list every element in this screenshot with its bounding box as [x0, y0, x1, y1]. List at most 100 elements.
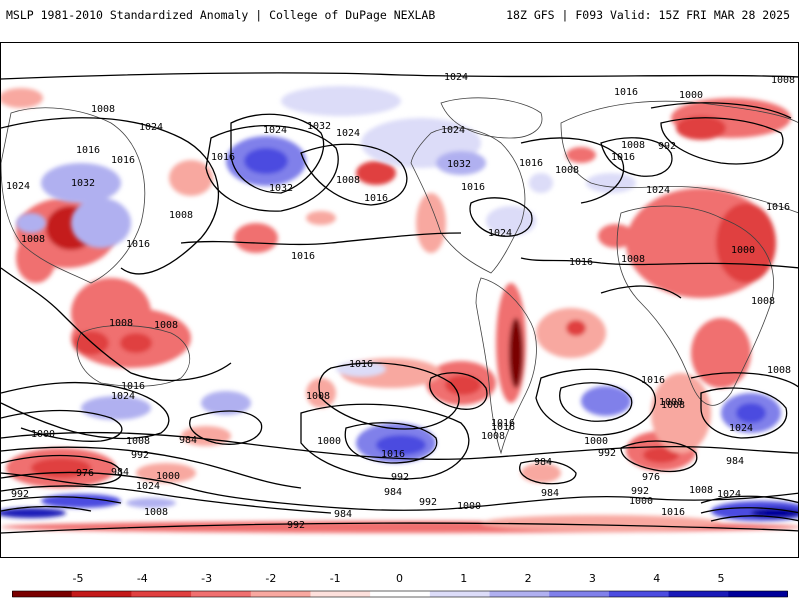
isobar-label: 992	[419, 497, 437, 508]
anomaly-map: 1024 1008 1008 1024 1016 1024 1032 1024 …	[0, 42, 799, 558]
isobar-label: 1000	[457, 501, 481, 512]
colorbar-tick-label: -3	[201, 572, 213, 585]
isobar-label: 1008	[21, 234, 45, 245]
isobar-label: 1016	[76, 145, 100, 156]
isobar-label: 992	[391, 472, 409, 483]
isobar-label: 1024	[136, 481, 160, 492]
isobar-label: 1024	[444, 72, 468, 83]
isobar-label: 1024	[488, 228, 512, 239]
colorbar-swatch	[250, 591, 311, 597]
colorbar-swatch	[370, 591, 431, 597]
isobar-label: 1024	[6, 181, 30, 192]
isobar-label: 1016	[614, 87, 638, 98]
isobar-label: 984	[384, 487, 402, 498]
colorbar-tick-label: -5	[72, 572, 84, 585]
colorbar-tick-label: 4	[653, 572, 661, 585]
isobar-label: 1008	[336, 175, 360, 186]
isobar-label: 1008	[91, 104, 115, 115]
colorbar-tick-label: -4	[136, 572, 148, 585]
colorbar-swatch	[131, 591, 192, 597]
colorbar-outline	[12, 590, 788, 598]
colorbar-tick-label: -2	[265, 572, 277, 585]
colorbar-swatch	[310, 591, 371, 597]
isobar-label: 1008	[659, 397, 683, 408]
header: MSLP 1981-2010 Standardized Anomaly | Co…	[0, 0, 800, 30]
isobar-label: 1008	[481, 431, 505, 442]
isobar-label: 984	[111, 467, 129, 478]
isobar-label: 1000	[629, 496, 653, 507]
colorbar-swatch	[489, 591, 550, 597]
map-title: MSLP 1981-2010 Standardized Anomaly | Co…	[6, 8, 436, 22]
isobar-label: 1016	[569, 257, 593, 268]
colorbar-swatch	[71, 591, 132, 597]
isobar-label: 1008	[109, 318, 133, 329]
isobar-label: 1000	[317, 436, 341, 447]
isobar-label: 1008	[154, 320, 178, 331]
isobar-label: 1016	[519, 158, 543, 169]
isobar-label: 992	[631, 486, 649, 497]
isobar-labels: 1024 1008 1008 1024 1016 1024 1032 1024 …	[6, 72, 795, 531]
isobar-label: 1016	[349, 359, 373, 370]
isobar-label: 1024	[111, 391, 135, 402]
isobar-label: 1024	[441, 125, 465, 136]
colorbar-scale	[12, 590, 788, 598]
isobar-label: 1008	[771, 75, 795, 86]
isobar-label: 984	[541, 488, 559, 499]
positive-anomaly-shading	[1, 86, 798, 521]
isobar-label: 992	[658, 141, 676, 152]
isobar-label: 1000	[731, 245, 755, 256]
isobar-label: 1024	[646, 185, 670, 196]
colorbar-tick-label: 1	[460, 572, 468, 585]
colorbar-swatch	[728, 591, 788, 597]
isobar-label: 1008	[555, 165, 579, 176]
isobar-label: 1000	[584, 436, 608, 447]
isobar-label: 1008	[169, 210, 193, 221]
isobar-label: 1016	[364, 193, 388, 204]
isobar-label: 1016	[491, 422, 515, 433]
colorbar-swatch	[191, 591, 252, 597]
isobar-label: 1024	[729, 423, 753, 434]
isobar-label: 984	[179, 435, 197, 446]
isobar-label: 1008	[751, 296, 775, 307]
isobar-label: 1016	[211, 152, 235, 163]
isobar-label: 992	[598, 448, 616, 459]
isobar-label: 1016	[611, 152, 635, 163]
isobar-label: 1008	[144, 507, 168, 518]
isobar-label: 1000	[156, 471, 180, 482]
isobar-label: 1008	[767, 365, 791, 376]
map-canvas: 1024 1008 1008 1024 1016 1024 1032 1024 …	[1, 72, 798, 534]
isobar-label: 1008	[621, 254, 645, 265]
model-valid-time: 18Z GFS | F093 Valid: 15Z FRI MAR 28 202…	[506, 8, 790, 22]
isobar-label: 1024	[336, 128, 360, 139]
isobar-label: 1024	[263, 125, 287, 136]
isobar-label: 976	[76, 468, 94, 479]
isobar-label: 984	[334, 509, 352, 520]
colorbar-swatch	[608, 591, 670, 597]
isobar-label: 1016	[491, 418, 515, 429]
isobar-label: 976	[642, 472, 660, 483]
isobar-label: 984	[534, 457, 552, 468]
isobar-label: 992	[287, 520, 305, 531]
isobar-label: 1016	[461, 182, 485, 193]
isobar-label: 1032	[71, 178, 95, 189]
isobar-label: 1016	[766, 202, 790, 213]
isobar-label: 1016	[291, 251, 315, 262]
isobar-label: 984	[726, 456, 744, 467]
isobar-label: 1032	[447, 159, 471, 170]
isobar-label: 1000	[31, 429, 55, 440]
colorbar-swatch	[549, 591, 610, 597]
isobar-label: 1008	[126, 436, 150, 447]
colorbar-tick-label: 3	[588, 572, 596, 585]
isobar-label: 1016	[661, 507, 685, 518]
isobar-label: 1008	[661, 400, 685, 411]
isobar-label: 1008	[306, 391, 330, 402]
isobar-label: 1032	[307, 121, 331, 132]
colorbar-swatch	[429, 591, 491, 597]
colorbar-tick-label: 2	[524, 572, 532, 585]
isobar-label: 1016	[121, 381, 145, 392]
isobar-label: 1016	[641, 375, 665, 386]
isobars	[1, 72, 798, 534]
colorbar-tick-label: -1	[329, 572, 341, 585]
colorbar-tick-label: 0	[396, 572, 403, 585]
coastlines	[1, 97, 798, 455]
